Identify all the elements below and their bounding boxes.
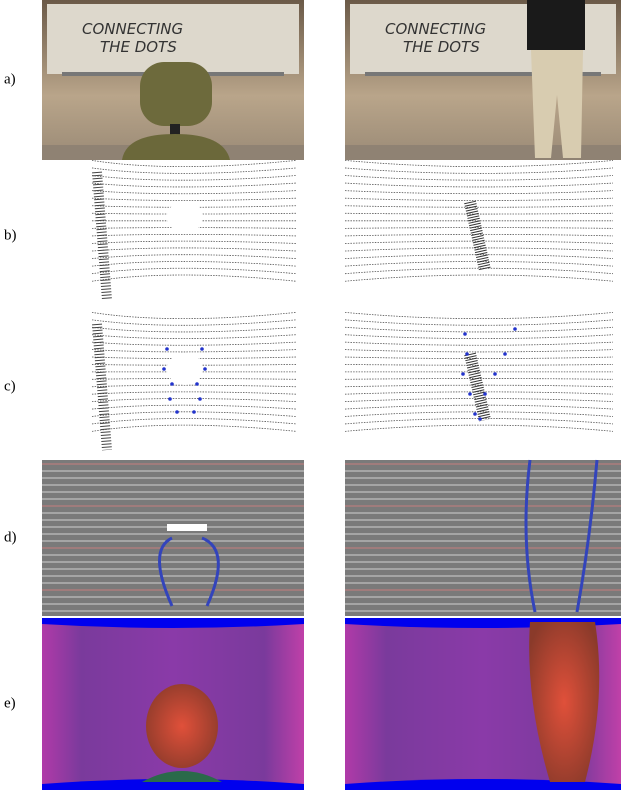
contour-point [463, 332, 467, 336]
contour-point [170, 382, 174, 386]
contour-point [503, 352, 507, 356]
point-cloud [345, 312, 621, 460]
contour-point [513, 327, 517, 331]
contour-point [168, 397, 172, 401]
row-label: c) [4, 378, 16, 394]
whiteboard-text: THE DOTS [403, 38, 480, 56]
panel-bg [42, 162, 304, 310]
contour-point [483, 392, 487, 396]
row-label: d) [4, 529, 17, 545]
contour-point [195, 382, 199, 386]
depth-map [42, 618, 304, 790]
panel-bg [345, 162, 621, 310]
chair-hole [167, 201, 203, 233]
whiteboard-text: CONNECTING [82, 20, 183, 38]
point-cloud [345, 160, 621, 310]
depth-map [345, 618, 621, 790]
point-cloud [42, 312, 304, 460]
panel-bg [42, 314, 304, 460]
contour-point [162, 367, 166, 371]
contour-point [465, 352, 469, 356]
chair-depth [146, 684, 218, 768]
grid-view [345, 460, 621, 616]
contour-point [192, 410, 196, 414]
contour-point [478, 417, 482, 421]
panel-bg [42, 460, 304, 616]
shirt [527, 0, 585, 50]
whiteboard-text: THE DOTS [100, 38, 177, 56]
contour-point [165, 347, 169, 351]
row-label: e) [4, 695, 16, 711]
contour-point [198, 397, 202, 401]
row-label: b) [4, 227, 17, 243]
contour-point [461, 372, 465, 376]
contour-point [473, 412, 477, 416]
whiteboard-text: CONNECTING [385, 20, 486, 38]
grid-view [42, 460, 304, 616]
contour-point [468, 392, 472, 396]
contour-point [200, 347, 204, 351]
contour-point [175, 410, 179, 414]
chair-hole [167, 353, 203, 385]
chair-back [140, 62, 212, 126]
point-cloud [42, 160, 304, 310]
seat-gap [167, 524, 207, 531]
contour-point [493, 372, 497, 376]
contour-point [203, 367, 207, 371]
row-label: a) [4, 71, 16, 87]
figure: a)b)c)d)e) CONNECTINGTHE DOTSCONNECTINGT… [0, 0, 622, 790]
